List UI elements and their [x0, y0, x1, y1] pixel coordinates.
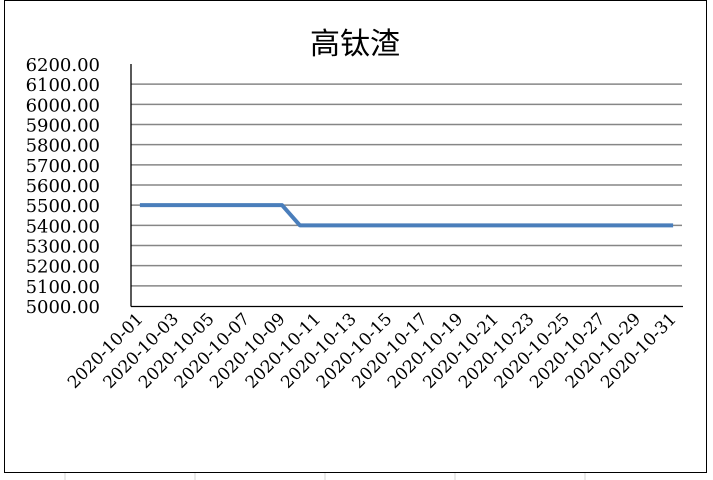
x-axis-ticks: 2020-10-012020-10-032020-10-052020-10-07…: [64, 309, 681, 392]
y-tick-label: 5600.00: [26, 176, 100, 197]
spreadsheet-background-grid: [64, 472, 586, 480]
y-tick-label: 5700.00: [26, 156, 100, 177]
chart-frame: [4, 0, 707, 473]
y-axis-ticks: 5000.005100.005200.005300.005400.005500.…: [26, 55, 100, 318]
y-tick-label: 5900.00: [26, 116, 100, 137]
y-tick-label: 5000.00: [26, 297, 100, 318]
y-tick-label: 5100.00: [26, 277, 100, 298]
y-tick-label: 5400.00: [26, 216, 100, 237]
chart-title: 高钛渣: [310, 27, 400, 62]
y-tick-label: 5500.00: [26, 196, 100, 217]
y-tick-label: 5200.00: [26, 257, 100, 278]
y-tick-label: 6200.00: [26, 55, 100, 76]
gridlines: [131, 83, 682, 287]
series-group: [139, 203, 674, 228]
y-tick-label: 6000.00: [26, 95, 100, 116]
y-tick-label: 6100.00: [26, 75, 100, 96]
y-tick-label: 5800.00: [26, 136, 100, 157]
y-tick-label: 5300.00: [26, 237, 100, 258]
